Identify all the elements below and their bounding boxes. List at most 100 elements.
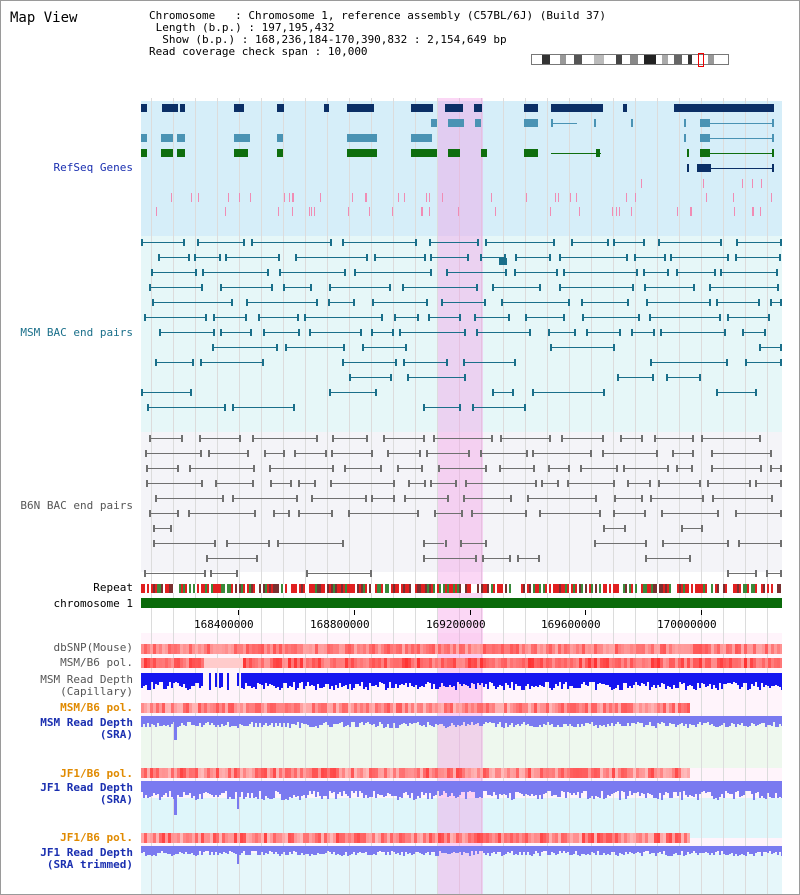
b6n-bac-pair[interactable]	[602, 528, 624, 529]
b6n-bac-pair[interactable]	[711, 453, 771, 454]
msm-bac-pair[interactable]	[283, 287, 311, 288]
b6n-bac-pair[interactable]	[580, 468, 616, 469]
msm-bac-pair[interactable]	[634, 257, 664, 258]
msm-bac-pair[interactable]	[348, 377, 390, 378]
b6n-bac-pair[interactable]	[681, 528, 702, 529]
b6n-bac-pair[interactable]	[198, 438, 240, 439]
b6n-bac-pair[interactable]	[480, 453, 526, 454]
refseq-gene[interactable]	[411, 104, 433, 112]
refseq-gene[interactable]	[448, 119, 464, 127]
chromosome-ideogram[interactable]	[531, 53, 729, 67]
msm-bac-pair[interactable]	[394, 317, 417, 318]
msm-bac-pair[interactable]	[362, 347, 406, 348]
msm-bac-pair[interactable]	[581, 317, 638, 318]
b6n-bac-pair[interactable]	[612, 513, 644, 514]
msm-bac-pair[interactable]	[571, 242, 607, 243]
b6n-bac-pair[interactable]	[154, 498, 223, 499]
b6n-bac-pair[interactable]	[403, 498, 447, 499]
msm-bac-pair[interactable]	[430, 257, 468, 258]
b6n-bac-pair[interactable]	[330, 483, 393, 484]
msm-bac-pair[interactable]	[258, 317, 298, 318]
b6n-bac-pair[interactable]	[264, 453, 283, 454]
msm-bac-pair[interactable]	[285, 347, 344, 348]
refseq-gene[interactable]	[411, 149, 437, 157]
msm-bac-pair[interactable]	[514, 272, 556, 273]
msm-bac-pair[interactable]	[741, 332, 764, 333]
b6n-bac-pair[interactable]	[712, 498, 771, 499]
b6n-bac-pair[interactable]	[516, 558, 539, 559]
msm-bac-pair[interactable]	[472, 407, 524, 408]
b6n-bac-pair[interactable]	[276, 543, 342, 544]
msm-bac-pair[interactable]	[213, 317, 246, 318]
refseq-gene[interactable]	[631, 119, 633, 127]
msm-bac-pair[interactable]	[720, 272, 777, 273]
b6n-bac-pair[interactable]	[225, 543, 269, 544]
b6n-bac-pair[interactable]	[425, 453, 469, 454]
msm-bac-pair[interactable]	[150, 272, 196, 273]
b6n-bac-pair[interactable]	[661, 513, 718, 514]
msm-bac-pair[interactable]	[144, 317, 205, 318]
msm-bac-pair[interactable]	[666, 377, 699, 378]
refseq-gene[interactable]	[674, 104, 774, 112]
track-label-msm-bac[interactable]: MSM BAC end pairs	[20, 326, 133, 339]
msm-bac-pair[interactable]	[500, 302, 568, 303]
b6n-bac-pair[interactable]	[706, 483, 749, 484]
b6n-bac-pair[interactable]	[348, 513, 418, 514]
b6n-bac-pair[interactable]	[459, 543, 486, 544]
msm-bac-pair[interactable]	[479, 257, 504, 258]
msm-bac-pair[interactable]	[148, 287, 201, 288]
b6n-bac-pair[interactable]	[672, 453, 692, 454]
msm-bac-pair[interactable]	[295, 257, 366, 258]
refseq-gene[interactable]	[411, 134, 432, 142]
refseq-gene[interactable]	[234, 104, 244, 112]
msm-bac-pair[interactable]	[372, 302, 426, 303]
b6n-bac-pair[interactable]	[298, 513, 331, 514]
msm-bac-pair[interactable]	[309, 332, 360, 333]
msm-bac-pair[interactable]	[279, 272, 344, 273]
chromosome-bar[interactable]	[141, 598, 782, 608]
msm-bac-pair[interactable]	[650, 362, 726, 363]
b6n-bac-pair[interactable]	[145, 453, 201, 454]
b6n-bac-pair[interactable]	[499, 468, 533, 469]
refseq-gene[interactable]	[277, 104, 284, 112]
msm-bac-pair[interactable]	[617, 377, 653, 378]
msm-bac-pair[interactable]	[402, 362, 447, 363]
track-label-refseq[interactable]: RefSeq Genes	[53, 161, 133, 174]
b6n-bac-pair[interactable]	[602, 453, 656, 454]
b6n-bac-pair[interactable]	[305, 573, 371, 574]
track-label-b6n-bac[interactable]: B6N BAC end pairs	[20, 499, 133, 512]
msm-bac-pair[interactable]	[427, 317, 459, 318]
b6n-bac-pair[interactable]	[541, 483, 558, 484]
msm-bac-pair[interactable]	[514, 257, 549, 258]
msm-bac-pair[interactable]	[758, 347, 781, 348]
b6n-bac-pair[interactable]	[298, 483, 314, 484]
b6n-bac-pair[interactable]	[232, 498, 296, 499]
msm-bac-pair[interactable]	[474, 317, 509, 318]
msm-bac-pair[interactable]	[660, 332, 725, 333]
refseq-gene[interactable]	[161, 149, 173, 157]
msm-bac-pair[interactable]	[341, 362, 396, 363]
msm-bac-pair[interactable]	[716, 392, 755, 393]
refseq-gene[interactable]	[684, 119, 686, 127]
b6n-bac-pair[interactable]	[331, 438, 367, 439]
msm-bac-pair[interactable]	[580, 302, 628, 303]
b6n-bac-pair[interactable]	[653, 438, 692, 439]
b6n-bac-pair[interactable]	[343, 468, 380, 469]
b6n-bac-pair[interactable]	[272, 513, 288, 514]
b6n-bac-pair[interactable]	[561, 438, 602, 439]
b6n-bac-pair[interactable]	[769, 468, 781, 469]
msm-bac-pair[interactable]	[423, 407, 459, 408]
b6n-bac-pair[interactable]	[547, 468, 568, 469]
b6n-bac-pair[interactable]	[187, 513, 254, 514]
b6n-bac-pair[interactable]	[482, 558, 509, 559]
refseq-gene[interactable]	[234, 134, 250, 142]
msm-bac-pair[interactable]	[558, 287, 632, 288]
refseq-gene[interactable]	[684, 134, 686, 142]
b6n-bac-pair[interactable]	[371, 498, 394, 499]
b6n-bac-pair[interactable]	[527, 498, 596, 499]
msm-bac-pair[interactable]	[734, 257, 779, 258]
refseq-gene[interactable]	[347, 134, 377, 142]
msm-bac-pair[interactable]	[547, 332, 575, 333]
b6n-bac-pair[interactable]	[531, 453, 591, 454]
msm-bac-pair[interactable]	[524, 317, 563, 318]
